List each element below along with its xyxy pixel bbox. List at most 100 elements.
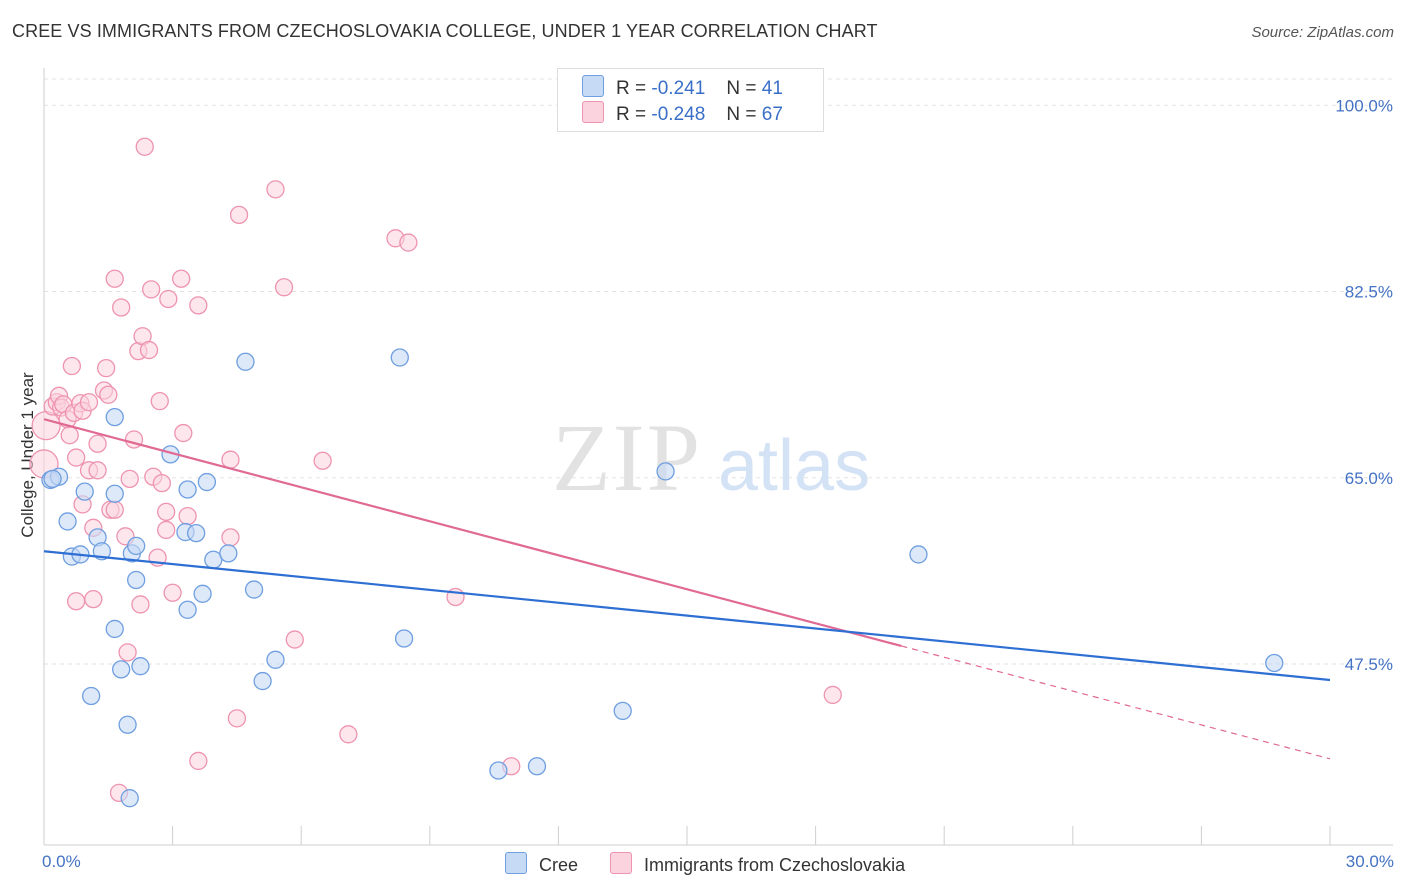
legend-r-czech: -0.248	[651, 104, 706, 125]
cree-point	[236, 352, 255, 371]
cree-point	[105, 619, 124, 639]
czech-point	[178, 506, 197, 526]
cree-point	[613, 701, 632, 721]
legend-r-cree: -0.241	[651, 78, 706, 99]
czech-point	[131, 595, 150, 614]
chart-title: CREE VS IMMIGRANTS FROM CZECHOSLOVAKIA C…	[12, 21, 878, 41]
y-tick-label: 82.5%	[1345, 283, 1393, 302]
cree-point	[127, 536, 146, 556]
x-tick-label-min: 0.0%	[42, 852, 81, 871]
bottom-legend-swatch-czech	[610, 852, 632, 874]
y-tick-labels: 47.5% 65.0% 82.5% 100.0%	[1335, 96, 1393, 674]
cree-point	[178, 600, 197, 619]
czech-point	[105, 269, 124, 288]
cree-point	[82, 686, 101, 706]
cree-point	[394, 629, 414, 648]
czech-point	[120, 469, 139, 489]
y-tick-label: 65.0%	[1345, 469, 1393, 488]
czech-point	[227, 709, 247, 728]
czech-point	[399, 233, 418, 252]
czech-point	[285, 630, 304, 649]
watermark-zip: ZIP	[552, 404, 702, 511]
czech-point	[823, 685, 842, 705]
czech-point	[229, 205, 249, 225]
cree-point	[178, 480, 197, 499]
czech-point	[189, 751, 208, 771]
bottom-legend-label-czech: Immigrants from Czechoslovakia	[644, 855, 906, 875]
cree-point	[244, 580, 264, 599]
legend-swatch-cree	[582, 75, 604, 97]
czech-point	[189, 296, 208, 315]
cree-point	[489, 761, 508, 780]
czech-point	[150, 392, 169, 411]
cree-point	[909, 545, 928, 564]
cree-point	[75, 482, 94, 501]
czech-point	[31, 410, 61, 441]
trend-line-czech-extension	[901, 645, 1331, 760]
cree-point	[193, 584, 212, 603]
czech-point	[339, 725, 358, 744]
czech-point	[157, 520, 176, 540]
cree-point	[266, 650, 285, 669]
bottom-legend-swatch-cree	[505, 852, 527, 874]
czech-point	[313, 451, 332, 470]
trend-line-cree	[43, 550, 1331, 682]
y-tick-label: 100.0%	[1335, 96, 1393, 115]
cree-point	[58, 512, 77, 531]
watermark-atlas: atlas	[718, 426, 870, 506]
czech-point	[221, 528, 240, 547]
bottom-legend-czech: Immigrants from Czechoslovakia	[610, 852, 905, 876]
czech-point	[152, 473, 172, 493]
czech-point	[84, 589, 103, 609]
cree-point	[105, 407, 124, 427]
legend-n-label: N =	[726, 78, 757, 99]
trend-lines	[43, 418, 1331, 760]
czech-point	[221, 450, 240, 469]
gridlines	[44, 78, 1393, 665]
axes	[43, 68, 1393, 846]
czech-point	[142, 280, 161, 299]
cree-point	[105, 484, 124, 503]
cree-point	[127, 570, 146, 590]
czech-point	[174, 423, 193, 443]
czech-point	[163, 583, 182, 602]
cree-point	[390, 348, 409, 367]
cree-point	[118, 715, 137, 734]
legend-n-cree: 41	[761, 78, 783, 99]
watermark: ZIP atlas	[552, 404, 870, 511]
x-tick-label-max: 30.0%	[1345, 852, 1394, 871]
cree-point	[187, 523, 206, 543]
cree-point	[43, 469, 62, 489]
czech-point	[135, 137, 154, 156]
legend: R = -0.241 N = 41 R = -0.248 N = 67	[557, 68, 824, 132]
cree-point	[656, 462, 675, 481]
czech-point	[88, 434, 107, 453]
trend-line-czech	[43, 418, 902, 648]
cree-point	[120, 789, 139, 808]
cree-point	[253, 671, 272, 691]
czech-point	[274, 278, 294, 297]
cree-point	[112, 660, 131, 679]
czech-point	[67, 448, 86, 467]
czech-point	[105, 500, 124, 519]
legend-n-czech: 67	[761, 104, 783, 125]
legend-row-cree: R = -0.241 N = 41	[582, 75, 783, 99]
czech-point	[79, 393, 99, 412]
czech-point	[99, 385, 118, 404]
cree-point	[197, 472, 217, 492]
czech-point	[62, 356, 82, 376]
czech-point	[266, 180, 285, 199]
cree-point	[219, 544, 238, 563]
czech-point	[139, 340, 159, 360]
legend-n-label: N =	[726, 104, 757, 125]
czech-point	[172, 269, 191, 288]
bottom-legend-label-cree: Cree	[539, 855, 579, 875]
czech-point	[60, 426, 79, 445]
czech-point	[118, 643, 137, 662]
cree-point	[92, 542, 112, 561]
legend-r-label: R =	[616, 78, 647, 99]
legend-row-czech: R = -0.248 N = 67	[582, 101, 783, 125]
czech-point	[97, 359, 116, 378]
cree-point	[1265, 653, 1284, 673]
